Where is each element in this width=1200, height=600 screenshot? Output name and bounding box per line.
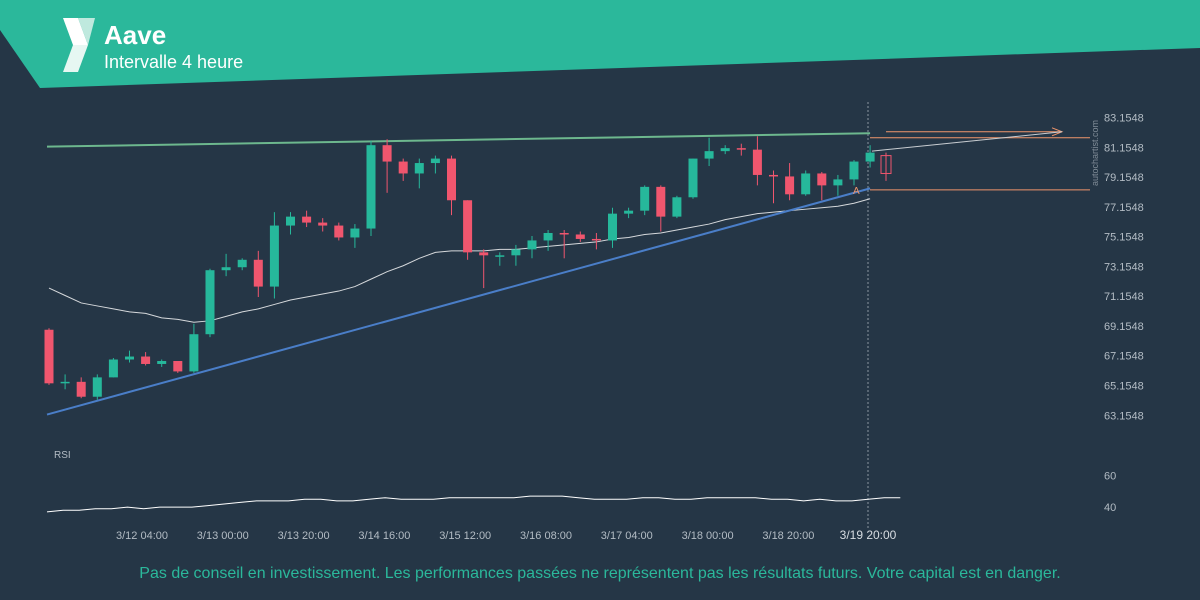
y-tick-label: 81.1548 [1104,142,1144,154]
candle-bearish [382,139,392,193]
candle-bullish [366,140,376,236]
rsi-tick-label: 40 [1104,502,1116,514]
candle-bullish [704,137,714,167]
candle-bullish [543,230,553,251]
y-tick-label: 65.1548 [1104,380,1144,392]
support-trend-line [46,187,871,416]
candle-bearish [752,136,762,186]
candle-bearish [736,143,746,156]
candle-bearish [463,200,473,260]
y-axis: 83.1548 81.1548 79.1548 77.1548 75.1548 73.15… [1104,113,1144,423]
candle-bullish [221,253,231,277]
x-tick-label: 3/13 00:00 [197,530,249,542]
candle-bullish [430,155,440,174]
header-banner: Aave Intervalle 4 heure [0,0,1200,88]
candle-bullish [350,224,360,248]
chart-subtitle: Intervalle 4 heure [104,52,243,72]
candlesticks [44,136,875,400]
rsi-line [46,495,901,513]
candle-bearish [769,170,778,204]
candle-bearish [785,163,795,201]
rsi-axis: 60 40 [1104,471,1116,514]
candle-bearish [318,218,328,232]
candle-bullish [608,207,617,248]
projection-line [871,131,1063,152]
candle-bullish [511,244,521,266]
y-tick-label: 75.1548 [1104,232,1144,244]
candle-bullish [189,323,199,373]
brand-logo-icon [63,18,95,72]
candle-bullish [640,185,650,216]
candle-bullish [801,170,811,196]
candle-bullish [849,160,859,186]
candle-bearish [76,377,86,399]
candle-bullish [286,212,295,235]
candle-bearish [817,171,827,201]
y-tick-label: 79.1548 [1104,172,1144,184]
forecast-candle [880,152,892,181]
candle-bullish [495,252,505,266]
watermark: autochartist.com [1090,120,1100,186]
y-tick-label: 69.1548 [1104,321,1144,333]
y-tick-label: 71.1548 [1104,291,1144,303]
pattern-point-label: A [853,186,860,197]
x-tick-label-current: 3/19 20:00 [840,528,897,542]
candle-bullish [672,195,682,219]
x-axis: 3/12 04:00 3/13 00:00 3/13 20:00 3/14 16:00… [116,528,897,542]
x-tick-label: 3/14 16:00 [358,530,410,542]
candle-bullish [157,359,167,367]
resistance-trend-line [46,132,871,148]
candle-bearish [44,328,54,385]
header-background [0,0,1200,88]
candle-bullish [527,235,537,259]
candle-bullish [269,212,279,299]
forecast-area [870,127,1090,191]
candle-bullish [205,268,215,338]
y-tick-label: 77.1548 [1104,202,1144,214]
y-tick-label: 83.1548 [1104,113,1144,125]
candle-bullish [414,158,424,189]
candle-bearish [575,231,585,242]
x-tick-label: 3/16 08:00 [520,530,572,542]
rsi-tick-label: 60 [1104,471,1116,483]
disclaimer: Pas de conseil en investissement. Les pe… [139,565,1061,582]
chart-title: Aave [104,20,166,50]
y-tick-label: 73.1548 [1104,261,1144,273]
x-tick-label: 3/13 20:00 [278,530,330,542]
candle-bearish [479,249,489,289]
rsi-label: RSI [54,450,71,461]
candle-bullish [125,350,134,363]
candle-bearish [141,352,151,366]
candle-bullish [720,145,730,155]
y-tick-label: 67.1548 [1104,351,1144,363]
candle-bullish [833,174,843,196]
candle-bullish [688,158,698,199]
candle-bullish [237,258,247,271]
x-tick-label: 3/18 00:00 [682,530,734,542]
candle-bearish [559,230,569,259]
candle-bullish [60,374,70,390]
candle-bearish [302,210,312,228]
x-tick-label: 3/15 12:00 [439,530,491,542]
y-tick-label: 63.1548 [1104,410,1144,422]
candle-bearish [447,155,456,216]
candle-bearish [656,185,666,232]
candle-bearish [253,250,263,297]
candle-bullish [865,145,875,168]
x-tick-label: 3/12 04:00 [116,530,168,542]
x-tick-label: 3/18 20:00 [762,530,814,542]
candle-bearish [173,361,183,373]
x-tick-label: 3/17 04:00 [601,530,653,542]
candle-bearish [334,222,344,241]
moving-average-line [48,198,871,323]
candle-bullish [108,358,118,378]
candle-bullish [92,374,102,400]
candle-bearish [591,233,601,250]
candle-bullish [624,207,634,219]
candle-bearish [398,158,408,181]
